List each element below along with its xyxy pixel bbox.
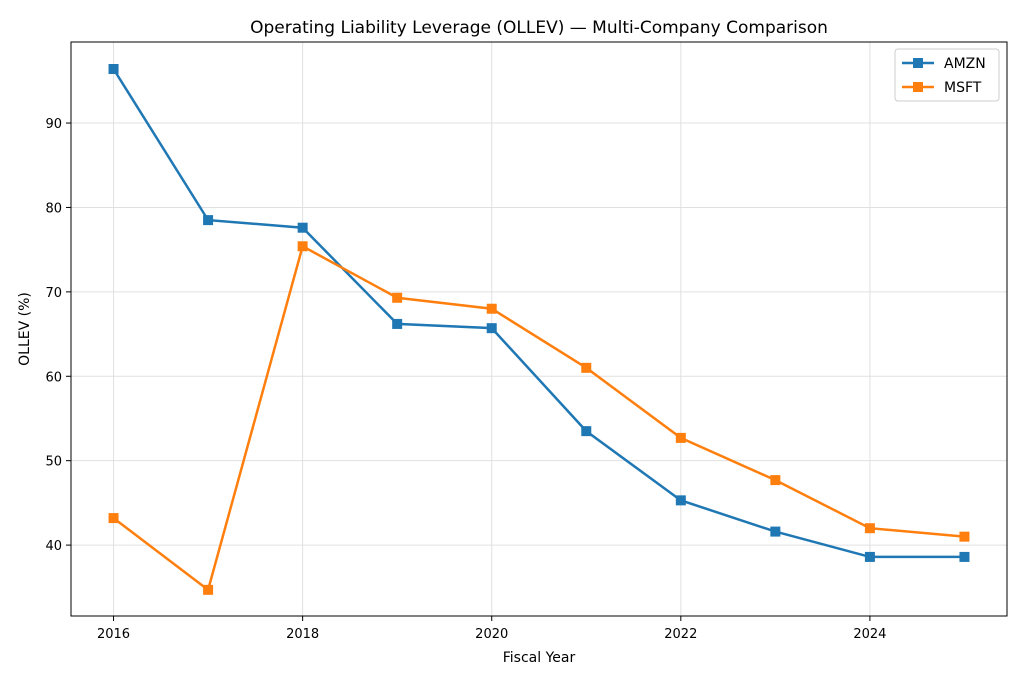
y-tick-label: 70 <box>45 286 62 301</box>
y-tick-label: 60 <box>45 370 62 385</box>
data-point-msft <box>108 513 119 524</box>
data-point-amzn <box>770 526 781 537</box>
series-line-msft <box>112 244 965 592</box>
y-tick-label: 90 <box>45 117 62 132</box>
data-point-amzn <box>108 64 119 75</box>
data-point-msft <box>959 531 970 542</box>
data-point-amzn <box>864 551 875 562</box>
y-axis-label: OLLEV (%) <box>17 292 33 366</box>
data-point-msft <box>770 475 781 486</box>
legend-marker-msft <box>913 82 923 92</box>
data-point-amzn <box>675 495 686 506</box>
legend-label-msft: MSFT <box>944 80 982 96</box>
x-tick-label: 2018 <box>286 627 319 642</box>
x-tick-label: 2022 <box>664 627 697 642</box>
data-point-msft <box>581 362 592 373</box>
chart-title: Operating Liability Leverage (OLLEV) — M… <box>250 18 828 38</box>
data-point-amzn <box>297 222 308 233</box>
y-tick-label: 50 <box>45 455 62 470</box>
data-point-amzn <box>959 551 970 562</box>
legend: AMZN MSFT <box>894 48 1000 102</box>
x-tick-label: 2024 <box>853 627 886 642</box>
grid <box>71 42 1007 616</box>
plot-frame <box>70 41 1008 617</box>
data-point-msft <box>486 303 497 314</box>
x-axis-label: Fiscal Year <box>503 650 576 666</box>
legend-marker-amzn <box>913 58 923 68</box>
series-layer <box>108 64 970 595</box>
x-tick-label: 2016 <box>97 627 130 642</box>
data-point-amzn <box>203 215 214 226</box>
x-tick-label: 2020 <box>475 627 508 642</box>
data-point-amzn <box>581 426 592 437</box>
data-point-msft <box>864 523 875 534</box>
data-point-amzn <box>392 318 403 329</box>
data-point-msft <box>203 584 214 595</box>
data-point-amzn <box>486 323 497 334</box>
data-point-msft <box>297 241 308 252</box>
legend-label-amzn: AMZN <box>944 56 986 72</box>
series-line-amzn <box>112 68 965 559</box>
data-point-msft <box>675 432 686 443</box>
data-point-msft <box>392 292 403 303</box>
y-tick-label: 80 <box>45 201 62 216</box>
ticks: 2016 2018 2020 2022 2024 40 50 60 70 80 90 <box>45 117 886 642</box>
y-tick-label: 40 <box>45 539 62 554</box>
